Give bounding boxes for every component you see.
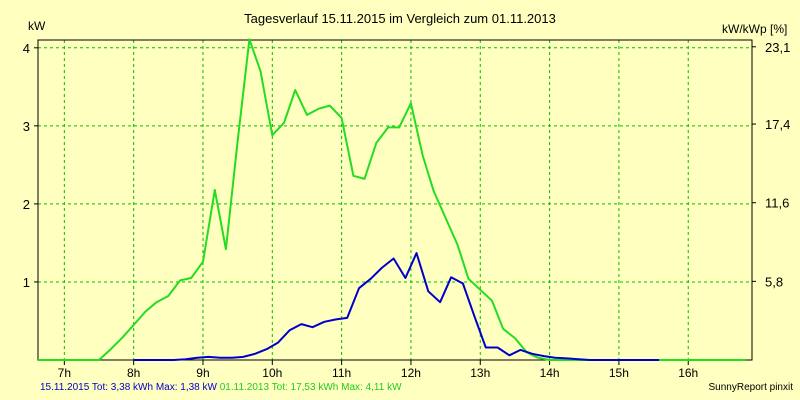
- footer-2013-summary: 01.11.2013 Tot: 17,53 kWh Max: 4,11 kW: [219, 382, 402, 393]
- y2-tick-label: 5,8: [765, 274, 783, 289]
- x-tick-label: 11h: [332, 366, 351, 380]
- chart-title: Tagesverlauf 15.11.2015 im Vergleich zum…: [244, 11, 556, 26]
- axis-ticks: 7h 8h 9h 10h 11h 12h 13h 14h 15h 16h 1 2 3 4 5,8 11,6 17…: [23, 40, 791, 380]
- y-tick-label: 3: [23, 119, 30, 134]
- x-tick-label: 13h: [470, 366, 490, 380]
- x-tick-label: 7h: [58, 366, 71, 380]
- x-tick-label: 12h: [401, 366, 421, 380]
- brand-label: SunnyReport pinxit: [708, 382, 794, 393]
- x-tick-label: 9h: [196, 366, 209, 380]
- y2-tick-label: 11,6: [765, 196, 789, 211]
- series-lines: [38, 38, 746, 361]
- x-tick-label: 10h: [262, 366, 282, 380]
- x-tick-label: 14h: [540, 366, 560, 380]
- y2-tick-label: 17,4: [765, 117, 790, 132]
- y-axis-label: kW: [28, 19, 46, 33]
- grid: [38, 40, 752, 360]
- y2-axis-label: kW/kWp [%]: [722, 22, 787, 36]
- x-tick-label: 8h: [127, 366, 140, 380]
- x-tick-label: 16h: [678, 366, 698, 380]
- y-tick-label: 4: [23, 41, 30, 56]
- x-tick-label: 15h: [609, 366, 629, 380]
- plot-frame: [37, 39, 753, 361]
- footer-2015-summary: 15.11.2015 Tot: 3,38 kWh Max: 1,38 kW: [40, 382, 217, 393]
- y-tick-label: 2: [23, 197, 30, 212]
- y2-tick-label: 23,1: [765, 40, 790, 55]
- footer-summary: 15.11.2015 Tot: 3,38 kWh Max: 1,38 kW 01…: [40, 382, 402, 393]
- series-line-01.11.2013: [38, 38, 746, 361]
- series-line-15.11.2015: [133, 252, 660, 361]
- y-tick-label: 1: [23, 275, 30, 290]
